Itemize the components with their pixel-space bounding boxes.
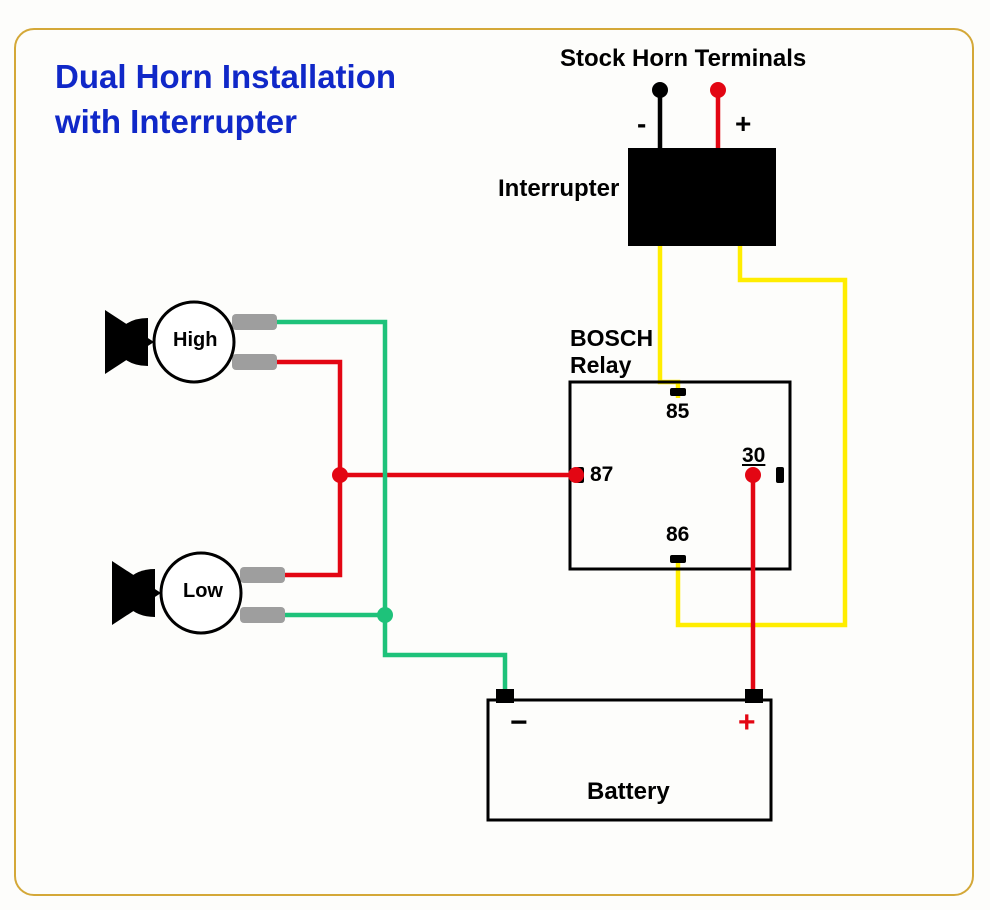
battery-pos-post (745, 689, 763, 703)
pin-30-label: 30 (742, 444, 765, 468)
battery-plus: + (738, 706, 756, 740)
green-junction (377, 607, 393, 623)
red-junction-30 (745, 467, 761, 483)
relay-label-2: Relay (570, 352, 631, 379)
red-junction-87 (568, 467, 584, 483)
interrupter-box (628, 148, 776, 246)
battery-minus: − (510, 706, 528, 740)
diagram-container: Dual Horn Installation with Interrupter (0, 0, 990, 910)
horn-low-label: Low (183, 580, 223, 603)
battery-label: Battery (587, 778, 670, 806)
wire-green-main (275, 322, 505, 700)
wire-yellow-85 (660, 246, 678, 398)
relay-label-1: BOSCH (570, 325, 653, 352)
interrupter-label: Interrupter (498, 175, 619, 203)
pin-85-label: 85 (666, 400, 689, 424)
battery-neg-post (496, 689, 514, 703)
stock-pos-dot (710, 82, 726, 98)
wire-red-low (283, 475, 340, 575)
stock-terminals-label: Stock Horn Terminals (560, 45, 806, 73)
pin-87-label: 87 (590, 463, 613, 487)
horn-high-label: High (173, 329, 217, 352)
wiring-svg (0, 0, 990, 910)
pin-86-mark (670, 555, 686, 563)
pin-86-label: 86 (666, 523, 689, 547)
red-junction (332, 467, 348, 483)
interrupter-plus: + (735, 108, 751, 140)
stock-neg-dot (652, 82, 668, 98)
pin-30-mark (776, 467, 784, 483)
pin-85-mark (670, 388, 686, 396)
interrupter-minus: - (637, 108, 646, 140)
wire-red-main (275, 362, 576, 475)
